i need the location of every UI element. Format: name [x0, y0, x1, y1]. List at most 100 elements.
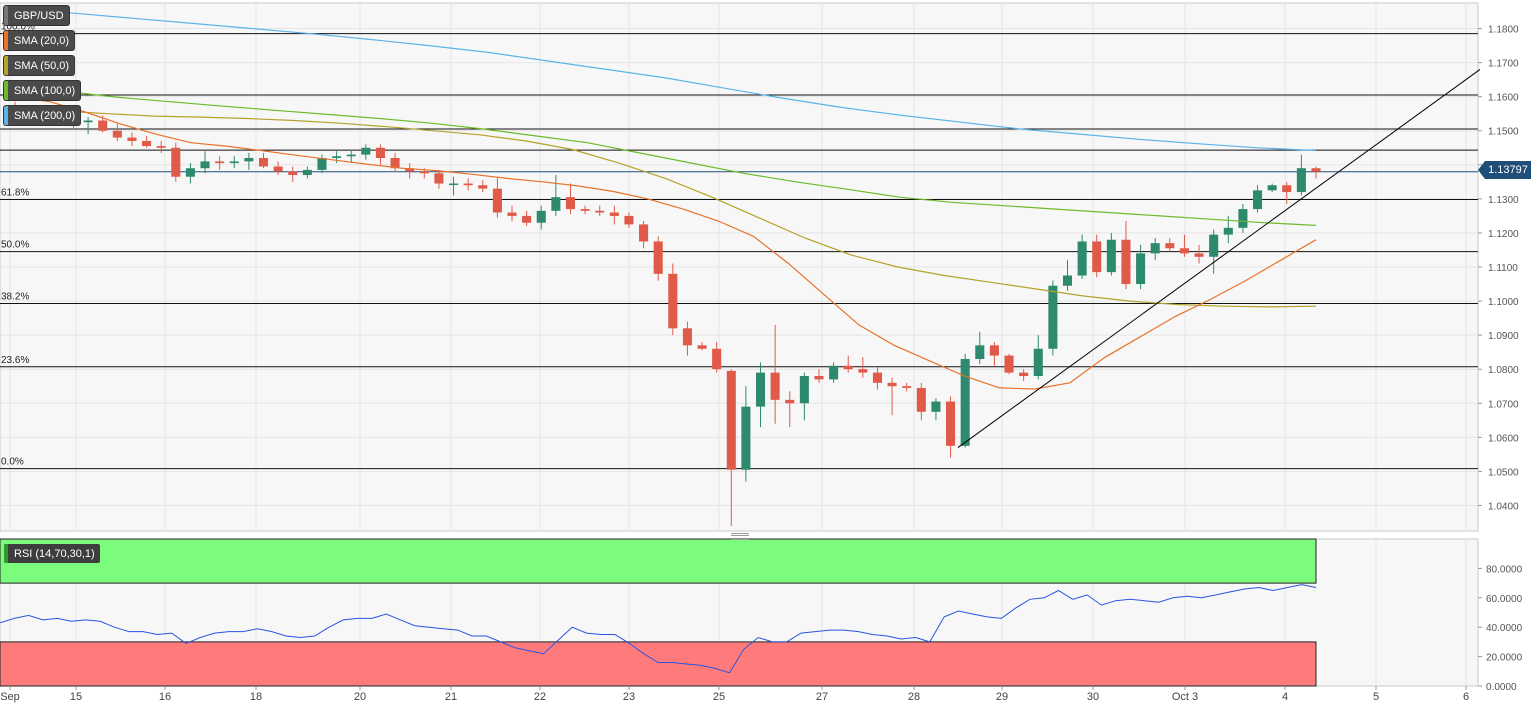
x-tick-label: 27 — [816, 691, 828, 703]
x-tick-label: 5 — [1373, 691, 1379, 703]
candle-body — [755, 372, 766, 407]
y-tick-label: 1.1600 — [1488, 93, 1519, 104]
candle-body — [258, 157, 269, 167]
candle-body — [726, 370, 736, 470]
candle-body — [127, 137, 137, 141]
candle-body — [507, 212, 517, 216]
sma100-line — [14, 85, 1317, 226]
candle-body — [112, 130, 122, 138]
candle-body — [902, 386, 912, 388]
candle-body — [1165, 243, 1175, 249]
sma50-label: SMA (50,0) — [14, 59, 70, 72]
y-tick-label: 1.1000 — [1488, 297, 1519, 308]
candle-body — [156, 146, 166, 148]
candle-body — [317, 157, 327, 170]
candle-body — [449, 183, 459, 186]
candle-body — [624, 215, 634, 225]
x-tick-label: 28 — [908, 691, 920, 703]
candle-body — [1136, 253, 1146, 285]
candle-body — [1223, 227, 1233, 235]
candle-body — [595, 210, 605, 213]
fib-level-label: 38.2% — [1, 291, 29, 302]
x-tick-label: 22 — [534, 691, 546, 703]
y-tick-label: 1.1800 — [1488, 25, 1519, 36]
candle-body — [741, 406, 751, 470]
candle-body — [1019, 372, 1029, 377]
legend-sma50[interactable]: SMA (50,0) — [4, 56, 75, 75]
candle-body — [989, 345, 999, 356]
pane-resize-handle[interactable] — [731, 533, 749, 540]
y-tick-label: 1.0800 — [1488, 365, 1519, 376]
candle-body — [668, 273, 678, 329]
candle-body — [946, 401, 956, 446]
candle-body — [361, 147, 371, 155]
candle-body — [302, 169, 312, 176]
candle-body — [712, 348, 722, 370]
candle-body — [478, 185, 488, 189]
candle-body — [1062, 275, 1073, 286]
candle-body — [551, 197, 561, 211]
candle-body — [1267, 185, 1277, 191]
rsi-y-tick-label: 80.0000 — [1486, 564, 1523, 575]
rsi-legend-tag[interactable]: RSI (14,70,30,1) — [4, 544, 100, 563]
candle-body — [83, 120, 93, 123]
candle-body — [1033, 348, 1043, 377]
candle-body — [419, 171, 429, 174]
sma20-line — [14, 96, 1317, 390]
candle-body — [799, 376, 809, 404]
x-tick-label: 6 — [1463, 691, 1469, 703]
candle-body — [346, 154, 356, 157]
legend-sma200[interactable]: SMA (200,0) — [4, 106, 81, 125]
candle-body — [1092, 241, 1102, 273]
candle-body — [1048, 285, 1058, 349]
rsi-label: RSI (14,70,30,1) — [14, 547, 95, 560]
candle-body — [215, 161, 225, 164]
candle-body — [463, 183, 473, 186]
candle-body — [565, 197, 576, 210]
symbol-label: GBP/USD — [14, 9, 64, 22]
rsi-y-tick-label: 20.0000 — [1486, 653, 1523, 664]
candle-body — [1004, 355, 1014, 373]
y-tick-label: 1.1200 — [1488, 229, 1519, 240]
legend-sma20[interactable]: SMA (20,0) — [4, 31, 75, 50]
candle-body — [1252, 190, 1263, 210]
candle-body — [1209, 234, 1219, 257]
candle-body — [1194, 253, 1204, 257]
candle-body — [375, 147, 385, 158]
symbol-tag[interactable]: GBP/USD — [4, 6, 69, 25]
candle-body — [1296, 168, 1306, 193]
candle-body — [975, 345, 985, 359]
candle-body — [609, 212, 619, 216]
fib-level-label: 100.0% — [1, 22, 35, 33]
x-tick-label: 20 — [354, 691, 366, 703]
x-tick-label: 30 — [1087, 691, 1099, 703]
candle-body — [960, 358, 970, 446]
y-tick-label: 1.1100 — [1488, 263, 1518, 274]
fib-level-label: 50.0% — [1, 240, 29, 251]
candle-body — [1106, 239, 1116, 273]
candle-body — [770, 372, 780, 400]
x-tick-label: 29 — [996, 691, 1008, 703]
legend-sma100[interactable]: SMA (100,0) — [4, 81, 81, 100]
symbol-swatch — [4, 6, 8, 25]
candle-body — [916, 387, 926, 412]
rsi-overbought-zone — [0, 538, 1317, 584]
candle-body — [142, 140, 152, 147]
candle-body — [639, 224, 649, 242]
candle-body — [1077, 241, 1087, 276]
candle-body — [931, 401, 941, 412]
rsi-y-tick-label: 40.0000 — [1486, 623, 1523, 634]
candle-body — [434, 173, 444, 184]
sma50-line — [14, 110, 1317, 308]
x-tick-label: 21 — [445, 691, 457, 703]
candle-body — [98, 120, 108, 131]
candle-body — [653, 241, 663, 274]
fib-level-label: 23.6% — [1, 355, 29, 366]
candle-body — [522, 215, 532, 223]
candle-body — [1311, 168, 1321, 172]
support-trendline — [957, 69, 1481, 448]
x-tick-label: 18 — [250, 691, 262, 703]
candle-body — [887, 382, 897, 387]
sma100-swatch — [4, 81, 8, 100]
